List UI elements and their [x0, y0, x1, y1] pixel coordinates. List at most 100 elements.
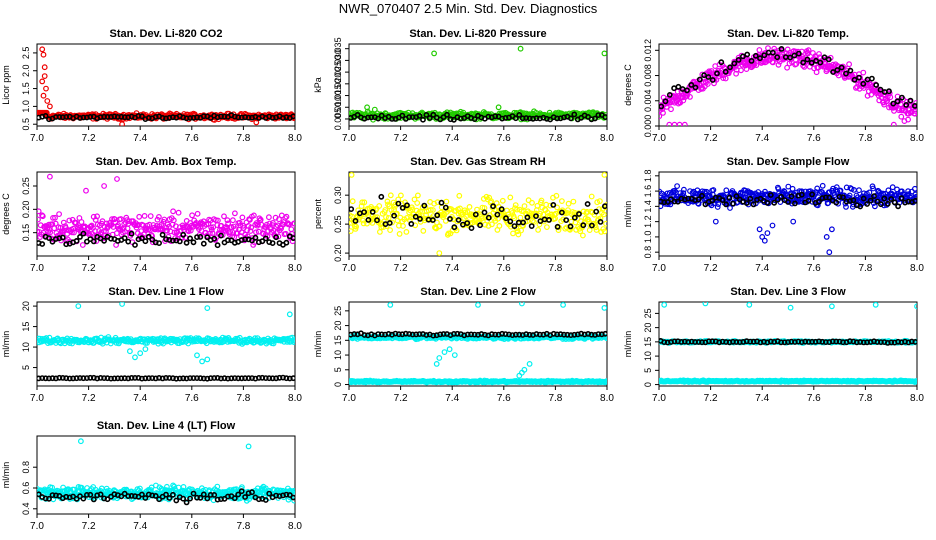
- data-point: [359, 199, 366, 206]
- data-point: [767, 192, 774, 198]
- data-point: [905, 188, 911, 195]
- data-point: [138, 113, 145, 120]
- data-point: [194, 210, 201, 217]
- data-point: [747, 195, 754, 202]
- data-point: [907, 97, 914, 104]
- data-point: [584, 201, 591, 207]
- data-point: [361, 209, 367, 215]
- data-point: [857, 203, 864, 210]
- data-point: [706, 192, 713, 199]
- data-point: [161, 216, 168, 223]
- data-point: [553, 192, 560, 199]
- chart-title: Stan. Dev. Gas Stream RH: [410, 156, 546, 168]
- data-point: [156, 240, 162, 246]
- data-point: [511, 223, 518, 229]
- data-point: [410, 214, 417, 221]
- data-point: [209, 230, 216, 237]
- chart-title: Stan. Dev. Sample Flow: [727, 156, 850, 168]
- y-tick-label: 0.025: [333, 61, 343, 84]
- x-tick-label: 7.2: [82, 133, 96, 144]
- data-point: [121, 235, 128, 241]
- data-point: [535, 226, 541, 233]
- data-point: [83, 187, 89, 194]
- data-point: [398, 192, 404, 199]
- data-point: [715, 201, 722, 208]
- data-point: [554, 204, 560, 211]
- data-point: [687, 93, 693, 100]
- data-point: [702, 302, 709, 307]
- data-point: [250, 212, 257, 219]
- data-point: [389, 116, 395, 122]
- data-point: [566, 226, 573, 233]
- data-point: [395, 200, 402, 207]
- data-point: [674, 183, 680, 190]
- x-tick-label: 7.0: [30, 393, 44, 404]
- data-point: [430, 207, 436, 213]
- data-point: [843, 70, 849, 77]
- x-tick-label: 7.2: [704, 263, 718, 274]
- y-tick-label: 15: [643, 337, 653, 347]
- data-point: [420, 116, 426, 123]
- data-point: [489, 221, 495, 228]
- data-point: [816, 189, 823, 196]
- data-point: [480, 214, 487, 221]
- data-point: [666, 121, 673, 126]
- x-tick-label: 7.2: [704, 393, 718, 404]
- data-point: [455, 217, 462, 223]
- data-point: [199, 358, 206, 365]
- data-point: [387, 227, 394, 234]
- data-point: [791, 52, 798, 59]
- data-point: [138, 235, 145, 242]
- data-point: [895, 203, 901, 210]
- y-tick-label: 25: [643, 308, 653, 318]
- data-point: [231, 210, 238, 217]
- x-tick-label: 7.6: [807, 263, 821, 274]
- data-point: [49, 238, 56, 245]
- data-point: [563, 217, 570, 223]
- data-point: [353, 223, 360, 230]
- data-point: [662, 98, 669, 105]
- data-point: [125, 238, 132, 245]
- x-tick-label: 7.0: [652, 263, 666, 274]
- x-tick-label: 8.0: [288, 133, 302, 144]
- data-point: [40, 51, 47, 58]
- x-tick-label: 8.0: [600, 133, 614, 144]
- data-point: [688, 82, 695, 88]
- data-point: [912, 110, 917, 117]
- data-points: [659, 302, 917, 385]
- data-point: [137, 350, 144, 357]
- data-point: [660, 109, 666, 116]
- data-point: [722, 68, 729, 75]
- data-point: [503, 215, 509, 222]
- data-point: [696, 76, 703, 83]
- x-tick-label: 7.2: [704, 133, 718, 144]
- data-point: [482, 214, 489, 221]
- data-points: [349, 302, 607, 386]
- data-point: [792, 200, 798, 207]
- data-point: [249, 237, 255, 244]
- data-point: [399, 204, 406, 211]
- y-tick-label: 1.0: [643, 231, 653, 244]
- x-tick-label: 7.4: [755, 263, 769, 274]
- data-point: [784, 64, 790, 71]
- x-tick-label: 7.8: [858, 263, 872, 274]
- data-points: [659, 182, 917, 256]
- data-point: [769, 222, 776, 229]
- data-point: [80, 230, 87, 237]
- x-tick-label: 7.4: [755, 133, 769, 144]
- y-tick-label: 1.6: [643, 185, 653, 198]
- data-point: [426, 115, 433, 121]
- data-point: [414, 200, 421, 206]
- data-point: [39, 78, 46, 85]
- y-tick-label: 0.010: [333, 96, 343, 119]
- data-point: [568, 115, 574, 122]
- data-point: [221, 213, 227, 220]
- data-point: [692, 84, 699, 91]
- y-tick-label: 1.0: [21, 100, 31, 113]
- data-point: [52, 214, 58, 221]
- data-point: [163, 224, 170, 231]
- data-point: [886, 88, 892, 95]
